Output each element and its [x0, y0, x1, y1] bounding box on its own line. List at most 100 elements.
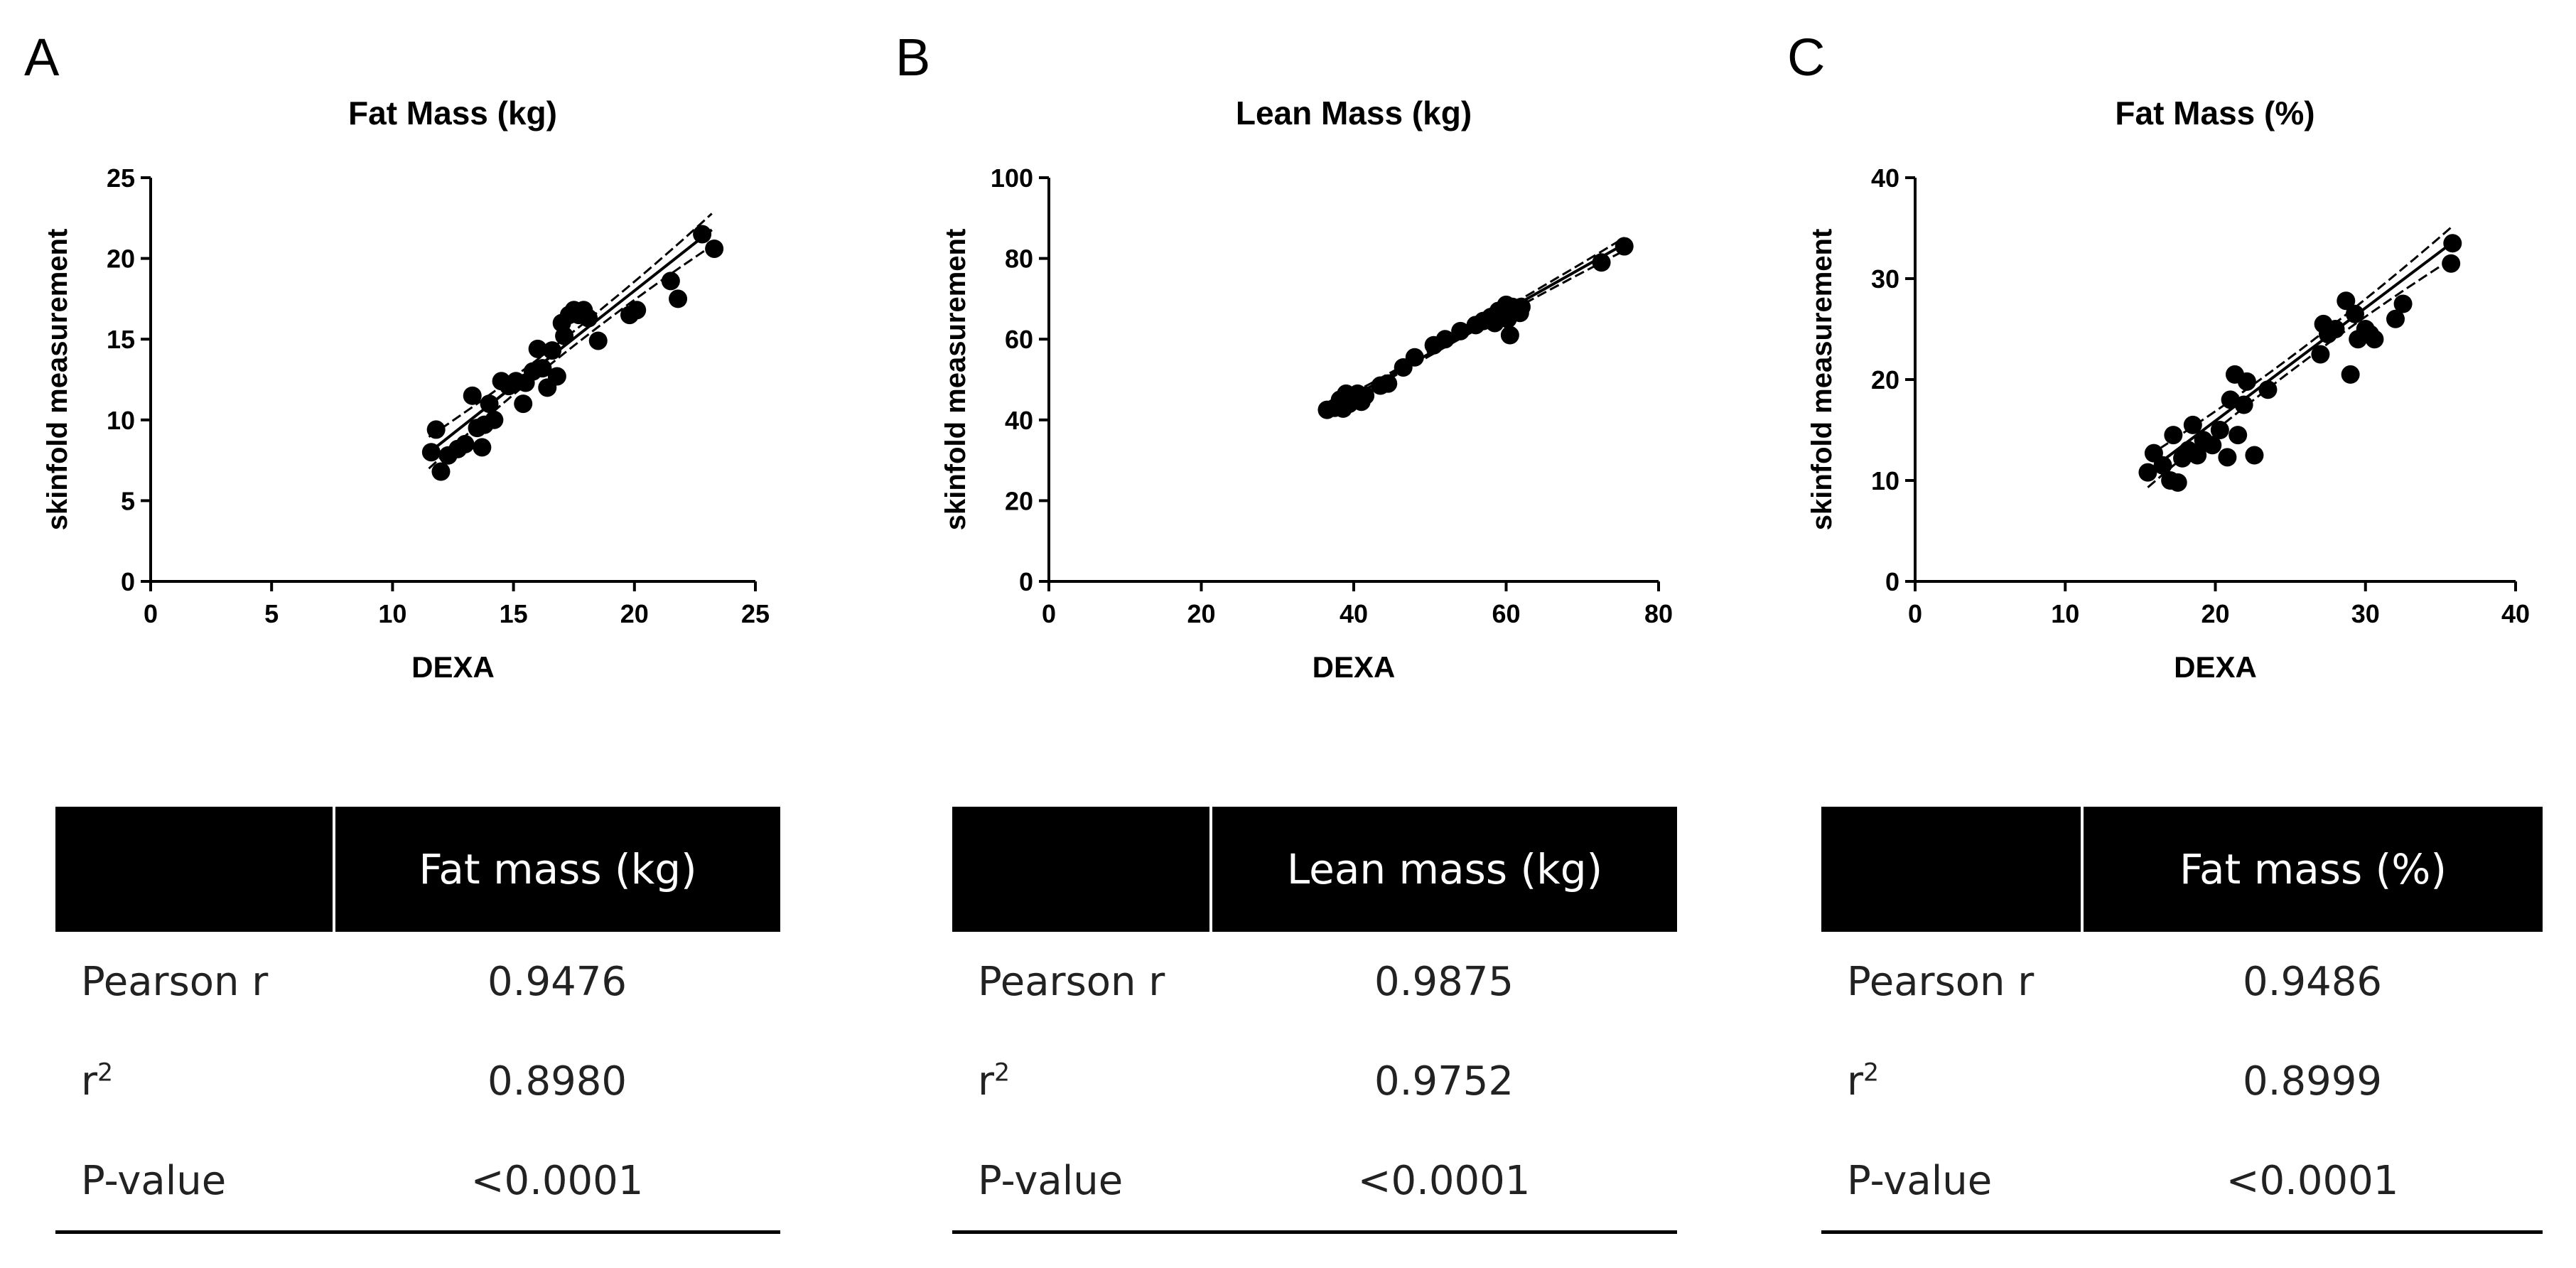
- y-tick-label: 20: [1005, 486, 1033, 515]
- data-point: [1592, 253, 1611, 272]
- row-value: 0.9486: [2243, 958, 2382, 1005]
- panel-letter: B: [895, 28, 931, 87]
- row-label: r2: [1821, 1031, 2082, 1131]
- data-point: [528, 339, 547, 358]
- chart-title: Fat Mass (%): [2115, 95, 2314, 131]
- scatter-plot-lean-mass-kg: Lean Mass (kg) 0 20 40 60 80 100 0 20 40 60 80 DEXA s…: [940, 95, 1673, 684]
- y-axis-label: skinfold measurement: [940, 229, 971, 531]
- panel-letter: C: [1787, 28, 1826, 87]
- stats-table-lean-mass-kg: Lean mass (kg) Pearson r 0.9875 r2 0.975…: [952, 807, 1677, 1234]
- data-point: [2341, 365, 2360, 384]
- data-point: [2365, 330, 2384, 349]
- data-point: [2153, 456, 2172, 475]
- data-point: [1500, 326, 1519, 345]
- row-value: <0.0001: [1211, 1131, 1677, 1234]
- x-tick-label: 10: [378, 599, 406, 628]
- data-point: [588, 331, 608, 350]
- chart-title: Fat Mass (kg): [348, 95, 557, 131]
- data-point: [2218, 448, 2237, 467]
- data-point: [2443, 234, 2462, 253]
- data-point: [547, 367, 566, 386]
- data-point: [2237, 372, 2256, 391]
- y-tick-label: 100: [991, 163, 1033, 193]
- scatter-plot-fat-mass-kg: Fat Mass (kg) 0 5 10 15 20 25 0 5 10 15 20 25 DEXA ski…: [42, 95, 770, 684]
- row-label-text: r: [1847, 1058, 1864, 1105]
- x-tick-label: 20: [1187, 599, 1215, 628]
- x-tick-label: 60: [1492, 599, 1520, 628]
- y-tick-label: 10: [107, 406, 135, 435]
- data-point: [1379, 374, 1398, 393]
- table-row: P-value <0.0001: [1821, 1131, 2543, 1234]
- x-tick-label: 30: [2351, 599, 2380, 628]
- x-tick-label: 10: [2051, 599, 2079, 628]
- panel-c: C Fat Mass (%) 0 10 20 30 40 0 10 20 30 40 DEXA skin…: [1766, 0, 2576, 1268]
- data-point: [705, 239, 724, 258]
- y-tick-label: 40: [1871, 163, 1899, 193]
- data-point: [2258, 380, 2278, 399]
- row-label-sup: 2: [97, 1058, 114, 1087]
- panel-letter: A: [24, 28, 60, 87]
- y-axis-label: skinfold measurement: [42, 229, 73, 531]
- y-tick-label: 80: [1005, 245, 1033, 274]
- data-point: [2203, 436, 2222, 455]
- data-point: [2393, 294, 2413, 313]
- data-point: [2245, 446, 2264, 465]
- row-value: 0.8999: [2243, 1058, 2382, 1105]
- table-row: Pearson r 0.9486: [1821, 932, 2543, 1031]
- data-point: [431, 462, 451, 481]
- y-tick-label: 0: [1885, 567, 1899, 596]
- table-row: Pearson r 0.9875: [952, 932, 1677, 1031]
- data-point: [1435, 330, 1455, 349]
- y-tick-label: 30: [1871, 264, 1899, 294]
- y-tick-label: 0: [1019, 567, 1033, 596]
- data-point: [2326, 320, 2345, 338]
- table-row: P-value <0.0001: [55, 1131, 780, 1234]
- y-tick-label: 10: [1871, 466, 1899, 495]
- row-label-text: r: [81, 1058, 98, 1105]
- y-tick-label: 15: [107, 325, 135, 354]
- y-tick-label: 20: [1871, 365, 1899, 394]
- data-point: [473, 438, 492, 457]
- y-axis-label: skinfold measurement: [1806, 229, 1838, 531]
- row-label-text: r: [978, 1058, 995, 1105]
- scatter-plot-fat-mass-pct: Fat Mass (%) 0 10 20 30 40 0 10 20 30 40 DEXA skinfo…: [1806, 95, 2530, 684]
- row-label: r2: [952, 1031, 1211, 1131]
- data-point: [2168, 473, 2187, 492]
- x-tick-label: 20: [620, 599, 649, 628]
- data-point: [661, 272, 680, 291]
- data-point: [2337, 291, 2356, 311]
- row-label-sup: 2: [1863, 1058, 1880, 1087]
- row-label: r2: [55, 1031, 334, 1131]
- row-value: <0.0001: [2082, 1131, 2543, 1234]
- table-header-label: Fat mass (%): [2082, 807, 2543, 932]
- row-value: 0.9476: [487, 958, 627, 1005]
- data-point: [1615, 237, 1634, 256]
- table-header-label: Fat mass (kg): [334, 807, 780, 932]
- table-row: r2 0.8980: [55, 1031, 780, 1131]
- data-point: [2386, 309, 2405, 328]
- data-point: [1451, 321, 1470, 340]
- panel-a: A Fat Mass (kg) 0 5 10 15 20 25 0 5 10 15 20 25 DEXA s…: [0, 0, 853, 1268]
- table-row: r2 0.8999: [1821, 1031, 2543, 1131]
- x-axis-label: DEXA: [411, 650, 495, 684]
- data-point: [2311, 345, 2330, 364]
- data-point: [2229, 426, 2248, 445]
- row-label: P-value: [55, 1131, 334, 1234]
- row-label: P-value: [1821, 1131, 2082, 1234]
- table-header-row: Fat mass (kg): [55, 807, 780, 932]
- data-point: [1405, 348, 1424, 367]
- x-tick-label: 25: [741, 599, 770, 628]
- data-point: [2234, 395, 2253, 414]
- row-value: 0.9752: [1374, 1058, 1514, 1105]
- data-point: [533, 359, 552, 378]
- table-header-label: Lean mass (kg): [1211, 807, 1677, 932]
- data-point: [2138, 463, 2157, 482]
- data-point: [2442, 254, 2461, 273]
- row-label: Pearson r: [978, 958, 1165, 1005]
- row-value: 0.8980: [487, 1058, 627, 1105]
- data-point: [463, 386, 482, 405]
- table-header-blank: [952, 807, 1212, 932]
- x-tick-label: 20: [2201, 599, 2229, 628]
- x-tick-label: 15: [500, 599, 528, 628]
- x-axis-label: DEXA: [1313, 650, 1396, 684]
